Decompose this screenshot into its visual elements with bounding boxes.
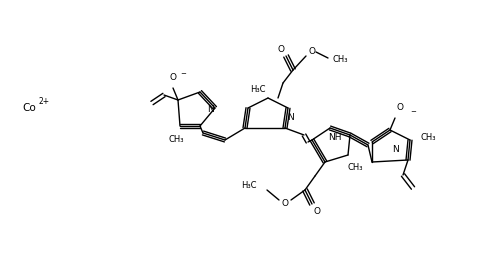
Text: O: O — [281, 199, 289, 208]
Text: CH₃: CH₃ — [332, 55, 348, 64]
Text: H₃C: H₃C — [242, 181, 257, 190]
Text: NH: NH — [328, 133, 342, 142]
Text: Co: Co — [22, 103, 36, 113]
Text: O: O — [397, 103, 403, 112]
Text: 2+: 2+ — [38, 98, 49, 107]
Text: O: O — [309, 47, 315, 57]
Text: O: O — [313, 207, 320, 216]
Text: H₃C: H₃C — [250, 85, 266, 94]
Text: N: N — [287, 114, 294, 123]
Text: O: O — [278, 45, 284, 54]
Text: CH₃: CH₃ — [347, 164, 363, 173]
Text: CH₃: CH₃ — [420, 133, 435, 142]
Text: O: O — [170, 74, 176, 83]
Text: CH₃: CH₃ — [168, 135, 184, 144]
Text: −: − — [410, 109, 416, 115]
Text: −: − — [180, 71, 186, 77]
Text: N: N — [392, 146, 399, 155]
Text: N: N — [207, 106, 213, 115]
